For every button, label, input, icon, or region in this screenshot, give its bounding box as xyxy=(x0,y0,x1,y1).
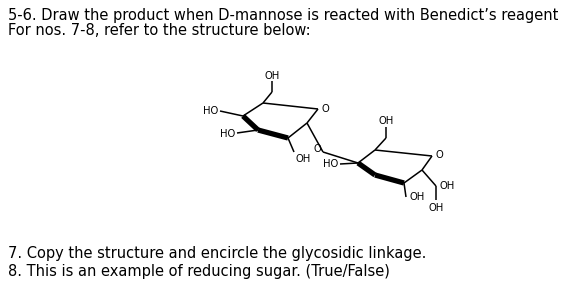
Text: 8. This is an example of reducing sugar. (True/False): 8. This is an example of reducing sugar.… xyxy=(8,264,390,279)
Text: O: O xyxy=(436,150,444,160)
Text: OH: OH xyxy=(439,181,454,191)
Text: OH: OH xyxy=(378,116,394,126)
Text: OH: OH xyxy=(296,154,311,164)
Text: HO: HO xyxy=(202,106,218,116)
Text: 7. Copy the structure and encircle the glycosidic linkage.: 7. Copy the structure and encircle the g… xyxy=(8,246,426,261)
Text: O: O xyxy=(322,104,330,114)
Text: HO: HO xyxy=(220,129,235,139)
Text: 5-6. Draw the product when D-mannose is reacted with Benedict’s reagent: 5-6. Draw the product when D-mannose is … xyxy=(8,8,558,23)
Text: For nos. 7-8, refer to the structure below:: For nos. 7-8, refer to the structure bel… xyxy=(8,23,311,38)
Text: OH: OH xyxy=(265,71,280,81)
Text: HO: HO xyxy=(323,159,338,169)
Text: OH: OH xyxy=(429,203,444,213)
Text: O: O xyxy=(313,144,321,154)
Text: OH: OH xyxy=(409,192,424,202)
